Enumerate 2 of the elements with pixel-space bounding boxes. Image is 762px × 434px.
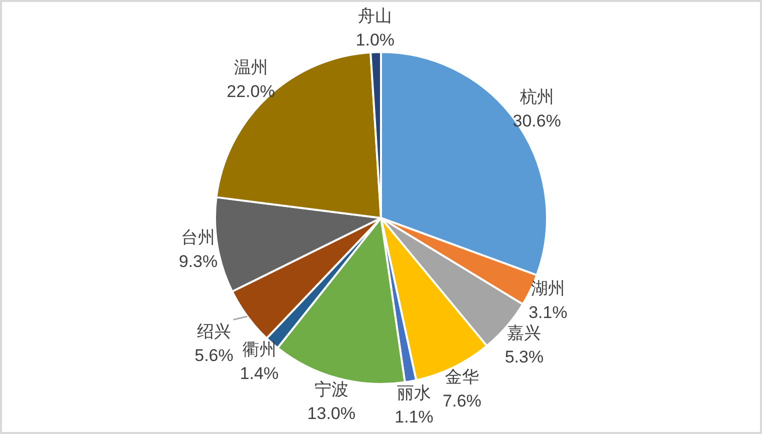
data-label: 5.6% <box>194 346 234 366</box>
slice-label: 绍兴 <box>197 322 231 342</box>
